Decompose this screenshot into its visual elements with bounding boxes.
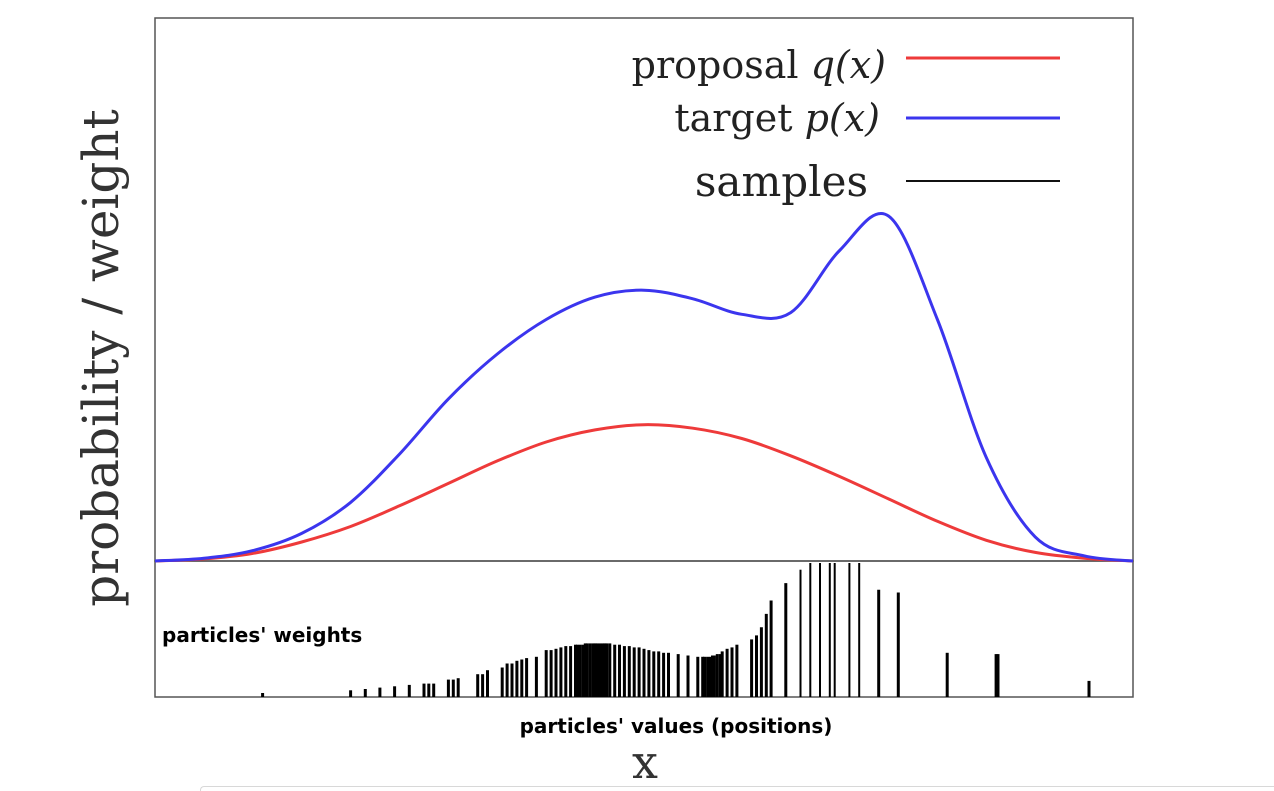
x-axis-label: x xyxy=(632,735,658,789)
target-curve xyxy=(154,212,1134,563)
legend-label-samples: samples xyxy=(695,157,868,206)
legend: proposal q(x) target p(x) samples xyxy=(632,43,1060,206)
samples-layer xyxy=(261,563,1091,697)
legend-label-target: target p(x) xyxy=(674,96,880,140)
y-axis-label: probability / weight xyxy=(72,109,130,606)
positions-annotation: particles' values (positions) xyxy=(520,714,833,738)
proposal-curve xyxy=(154,423,1134,563)
window-bottom-edge xyxy=(200,786,1274,791)
curves-layer xyxy=(154,212,1134,563)
legend-label-proposal: proposal q(x) xyxy=(632,43,886,87)
weights-panel-annotation: particles' weights xyxy=(162,623,362,647)
